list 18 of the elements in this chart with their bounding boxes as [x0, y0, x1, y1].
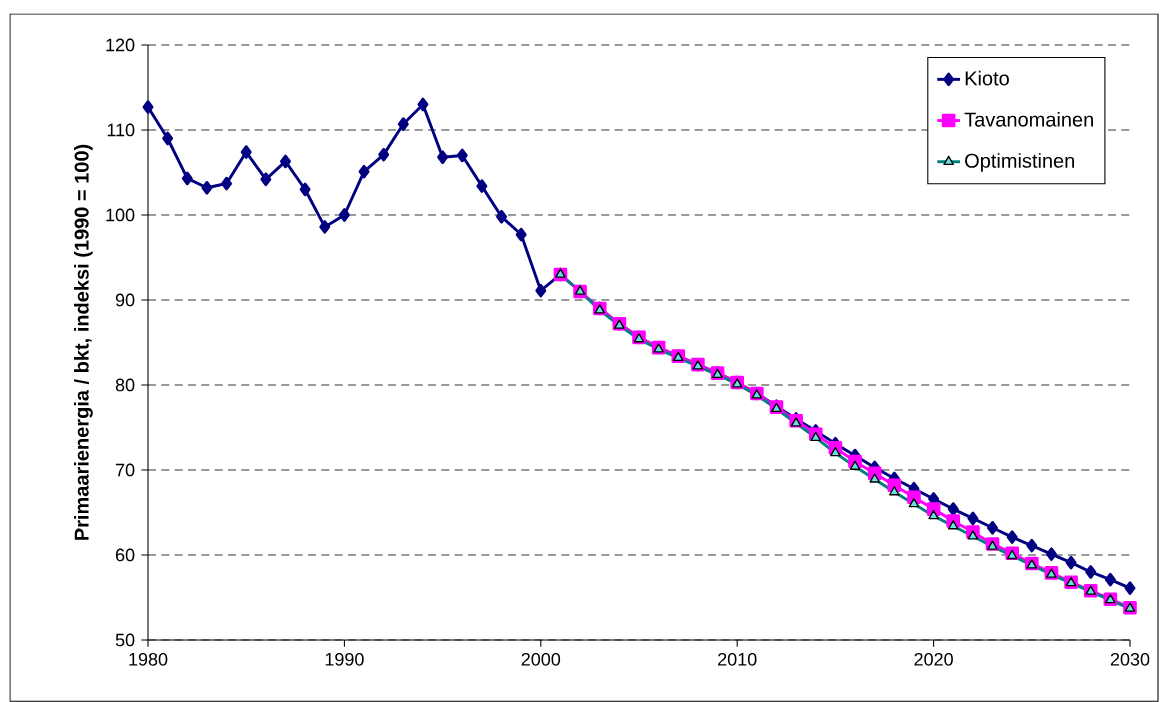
- y-axis-title: Primaarienergia / bkt, indeksi (1990 = 100): [74, 144, 93, 540]
- x-tick-label: 2030: [1110, 652, 1150, 666]
- legend-label: Tavanomainen: [964, 111, 1093, 127]
- legend-label: Optimistinen: [965, 153, 1075, 172]
- y-tick-label: 90: [115, 293, 135, 307]
- x-tick-label: 2000: [521, 652, 561, 666]
- y-tick-label: 60: [115, 548, 135, 562]
- x-tick-label: 1980: [129, 652, 168, 666]
- y-tick-label: 110: [107, 123, 135, 137]
- x-tick-label: 2010: [718, 652, 757, 666]
- x-tick-label: 1990: [325, 652, 364, 666]
- y-tick-label: 80: [115, 378, 135, 392]
- legend-label: Kioto: [965, 70, 1009, 86]
- y-tick-label: 100: [106, 208, 135, 222]
- y-tick-label: 50: [115, 633, 135, 647]
- y-tick-label: 70: [115, 463, 135, 477]
- y-tick-label: 120: [106, 38, 135, 52]
- x-tick-label: 2020: [914, 652, 953, 666]
